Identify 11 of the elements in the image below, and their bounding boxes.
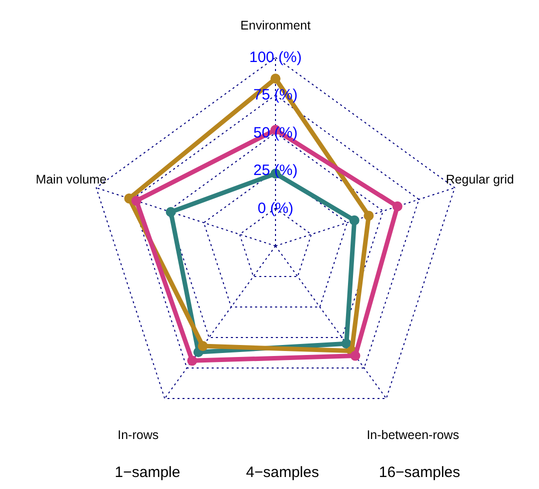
text: 4−samples [246,464,319,481]
text: 16−samples [378,464,460,481]
y-tick-label: 100 (%) [249,49,302,66]
text: 1−sample [114,464,180,481]
spoke-label: Regular grid [446,172,514,187]
y-tick-label: 25 (%) [253,162,298,180]
spoke-label: Environment [240,18,312,32]
spoke-label: Main volume [36,172,107,187]
spoke-label: In-between-rows [366,428,460,442]
y-tick-label: 0 (%) [258,200,294,217]
spoke-label: In-rows [118,428,159,442]
